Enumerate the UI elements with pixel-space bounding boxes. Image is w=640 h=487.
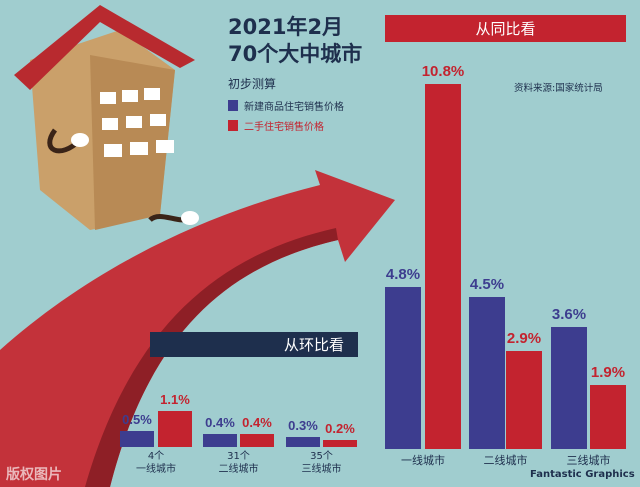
legend-item-new: 新建商品住宅销售价格 xyxy=(228,98,344,113)
legend-swatch xyxy=(228,120,238,131)
city-tier: 三线城市 xyxy=(301,464,342,475)
house-icon xyxy=(14,5,199,230)
bar xyxy=(120,430,154,447)
category-label: 4个一线城市 xyxy=(120,450,192,476)
data-label: 1.9% xyxy=(590,363,626,381)
city-tier: 一线城市 xyxy=(401,454,445,467)
legend-item-second-hand: 二手住宅销售价格 xyxy=(228,118,324,133)
bar xyxy=(590,384,626,449)
bar xyxy=(286,437,320,447)
city-tier: 二线城市 xyxy=(483,454,528,467)
data-label: 0.4% xyxy=(205,414,235,430)
data-label: 2.9% xyxy=(506,329,542,347)
data-label: 10.8% xyxy=(421,62,465,80)
brand-logo: Fantastic Graphics xyxy=(530,469,635,480)
data-label: 4.5% xyxy=(469,275,505,293)
bar xyxy=(551,327,587,449)
yoy-banner: 从同比看 xyxy=(385,15,626,42)
city-tier: 二线城市 xyxy=(218,464,259,475)
data-label: 0.5% xyxy=(122,411,152,427)
bar xyxy=(323,440,357,447)
category-label: 三线城市 xyxy=(551,454,626,467)
bar xyxy=(506,350,542,449)
city-tier: 一线城市 xyxy=(136,464,176,475)
category-label: 一线城市 xyxy=(385,454,461,467)
category-label: 31个二线城市 xyxy=(203,450,274,476)
title-line-2: 70个大中城市 xyxy=(228,42,363,66)
legend-swatch xyxy=(228,100,238,111)
watermark: 版权图片 xyxy=(6,467,62,483)
bar xyxy=(469,296,505,449)
data-label: 4.8% xyxy=(385,265,421,283)
city-count: 31个 xyxy=(227,451,250,462)
data-label: 0.4% xyxy=(242,414,272,430)
data-label: 0.3% xyxy=(288,418,318,434)
category-label: 二线城市 xyxy=(469,454,542,467)
legend-label: 新建商品住宅销售价格 xyxy=(244,102,344,113)
bar xyxy=(385,286,421,449)
bar xyxy=(425,83,461,449)
city-count: 35个 xyxy=(310,451,333,462)
bar xyxy=(240,433,274,447)
legend-label: 二手住宅销售价格 xyxy=(244,122,324,133)
city-count: 4个 xyxy=(147,451,165,462)
rising-arrow-icon xyxy=(0,170,395,487)
title-line-1: 2021年2月 xyxy=(228,15,344,39)
category-label: 35个三线城市 xyxy=(286,450,357,476)
source-note: 资料来源:国家统计局 xyxy=(514,83,603,94)
city-tier: 三线城市 xyxy=(566,454,611,467)
mom-banner: 从环比看 xyxy=(150,332,358,357)
data-label: 3.6% xyxy=(551,306,587,324)
bar xyxy=(158,410,192,447)
data-label: 1.1% xyxy=(160,391,190,407)
page-title: 2021年2月 70个大中城市 xyxy=(228,14,362,68)
bar xyxy=(203,433,237,447)
data-label: 0.2% xyxy=(325,421,355,437)
subtitle: 初步测算 xyxy=(228,77,277,91)
